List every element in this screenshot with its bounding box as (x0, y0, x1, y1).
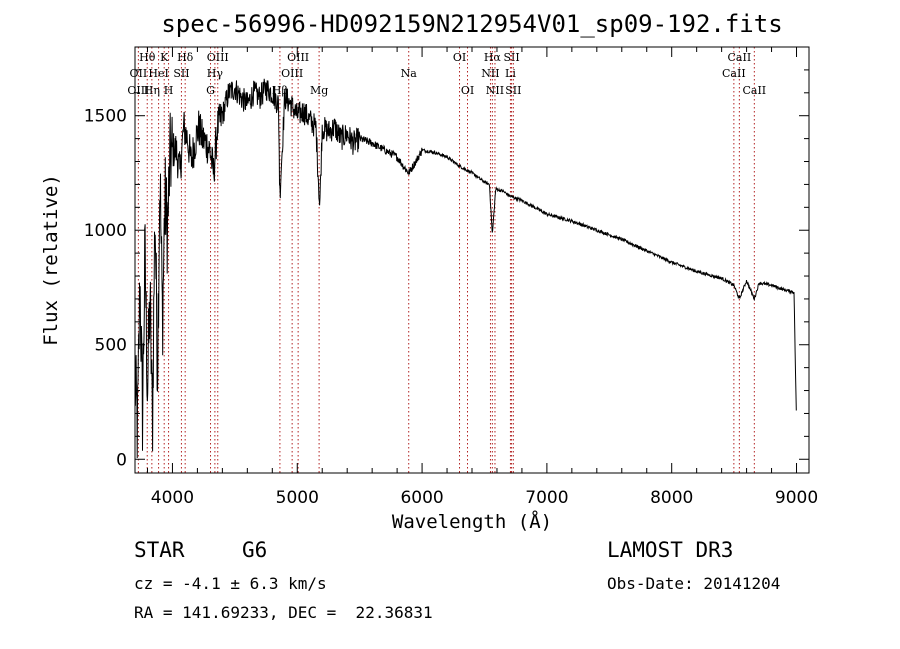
line-label-26: CaII (722, 67, 746, 80)
line-label-13: OIII (281, 67, 303, 80)
line-label-24: SII (505, 84, 521, 97)
coordinates: RA = 141.69233, DEC = 22.36831 (134, 603, 433, 622)
object-type: STAR (134, 538, 185, 562)
line-label-16: Na (401, 67, 418, 80)
line-label-6: H (164, 84, 174, 97)
line-label-4: HeI (148, 67, 168, 80)
line-label-23: Li (505, 67, 516, 80)
line-label-7: Hδ (177, 51, 194, 64)
line-label-27: CaII (742, 84, 766, 97)
line-label-5: Hη (144, 84, 160, 97)
line-label-8: SII (173, 67, 189, 80)
y-tick-label-0: 0 (116, 450, 127, 470)
line-label-1: OII (130, 67, 148, 80)
x-tick-label-5000: 5000 (276, 488, 319, 508)
line-label-11: G (206, 84, 215, 97)
y-tick-label-500: 500 (95, 336, 127, 356)
line-label-18: OI (461, 84, 474, 97)
cz-value: cz = -4.1 ± 6.3 km/s (134, 574, 327, 593)
x-tick-label-6000: 6000 (400, 488, 443, 508)
x-tick-label-8000: 8000 (650, 488, 693, 508)
obs-date: Obs-Date: 20141204 (607, 574, 780, 593)
y-axis-label: Flux (relative) (40, 174, 62, 346)
line-label-21: NII (486, 84, 504, 97)
line-label-14: OIII (287, 51, 309, 64)
line-label-10: Hγ (207, 67, 224, 80)
x-tick-label-9000: 9000 (775, 488, 818, 508)
plot-frame (135, 47, 809, 473)
axis-ticks: 4000 5000 6000 7000 8000 9000 0 500 1000 1500 (84, 47, 818, 508)
subclass: G6 (242, 538, 267, 562)
x-tick-label-7000: 7000 (525, 488, 568, 508)
survey-name: LAMOST DR3 (607, 538, 733, 562)
line-label-25: CaII (728, 51, 752, 64)
line-label-0: Hθ (139, 51, 156, 64)
spectrum-line (135, 79, 796, 458)
line-label-17: OI (453, 51, 466, 64)
y-tick-label-1000: 1000 (84, 221, 127, 241)
x-axis-label: Wavelength (Å) (392, 510, 552, 533)
chart-title: spec-56996-HD092159N212954V01_sp09-192.f… (161, 10, 782, 38)
line-label-20: NII (481, 67, 499, 80)
line-label-3: K (160, 51, 169, 64)
x-tick-label-4000: 4000 (151, 488, 194, 508)
line-label-19: Hα (484, 51, 502, 64)
line-label-9: OIII (207, 51, 229, 64)
y-tick-label-1500: 1500 (84, 107, 127, 127)
spectrum-layer (135, 79, 796, 458)
line-label-22: SII (503, 51, 519, 64)
line-label-15: Mg (310, 84, 328, 97)
